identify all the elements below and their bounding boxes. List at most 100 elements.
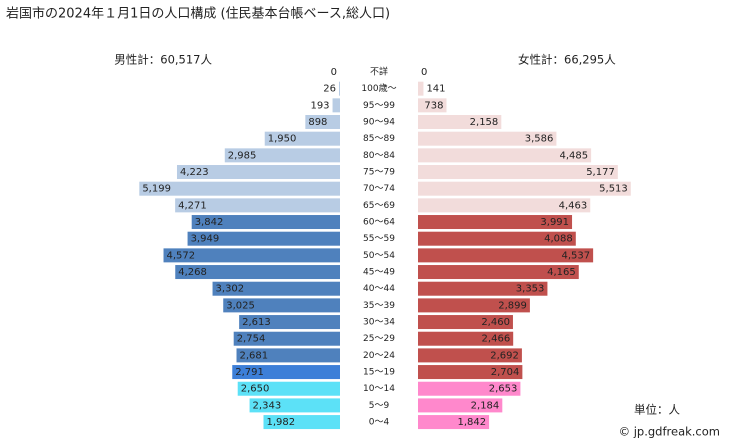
age-label: 50～54 bbox=[363, 251, 395, 261]
value-label: 1,982 bbox=[266, 417, 295, 428]
female-bar bbox=[418, 281, 548, 296]
female-bar bbox=[418, 231, 576, 246]
age-label: 不詳 bbox=[370, 66, 388, 78]
male-bar bbox=[239, 315, 340, 330]
age-label: 35～39 bbox=[363, 301, 395, 311]
female-bar bbox=[418, 348, 522, 363]
male-bar bbox=[305, 115, 340, 130]
value-label: 4,165 bbox=[547, 267, 576, 278]
male-bar bbox=[338, 81, 340, 96]
value-label: 2,754 bbox=[237, 334, 266, 345]
value-label: 2,653 bbox=[489, 384, 518, 395]
value-label: 2,704 bbox=[491, 367, 520, 378]
value-label: 3,302 bbox=[216, 284, 245, 295]
female-bar bbox=[418, 415, 490, 430]
source-label: © jp.gdfreak.com bbox=[619, 425, 720, 439]
age-label: 5～9 bbox=[369, 401, 390, 411]
female-bar bbox=[418, 315, 513, 330]
male-bar bbox=[249, 398, 340, 413]
value-label: 2,681 bbox=[240, 350, 269, 361]
male-bar bbox=[163, 248, 340, 263]
age-label: 60～64 bbox=[363, 218, 395, 228]
value-label: 3,025 bbox=[226, 300, 255, 311]
male-bar bbox=[176, 165, 340, 180]
value-label: 2,184 bbox=[471, 400, 500, 411]
male-bar bbox=[224, 148, 340, 163]
male-bar bbox=[233, 331, 340, 346]
age-label: 10～14 bbox=[363, 384, 395, 394]
male-bar bbox=[191, 215, 340, 230]
value-label: 898 bbox=[308, 117, 327, 128]
female-bar bbox=[418, 165, 618, 180]
value-label: 1,950 bbox=[268, 134, 297, 145]
value-label: 3,586 bbox=[525, 134, 554, 145]
female-bar bbox=[418, 365, 523, 380]
value-label: 2,899 bbox=[498, 300, 527, 311]
chart-title: 岩国市の2024年１月1日の人口構成 (住民基本台帳ベース,総人口) bbox=[6, 6, 390, 22]
value-label: 4,268 bbox=[178, 267, 207, 278]
age-label: 65～69 bbox=[363, 201, 395, 211]
male-bar bbox=[236, 348, 340, 363]
value-label: 3,842 bbox=[195, 217, 224, 228]
male-bar bbox=[175, 265, 340, 280]
female-bar bbox=[418, 131, 557, 146]
age-label: 85～89 bbox=[363, 134, 395, 144]
age-label: 70～74 bbox=[363, 184, 395, 194]
female-bar bbox=[418, 215, 573, 230]
male-bar bbox=[332, 98, 340, 113]
male-bar bbox=[232, 365, 340, 380]
value-label: 141 bbox=[426, 84, 445, 95]
female-bar bbox=[418, 181, 631, 196]
value-label: 3,353 bbox=[516, 284, 545, 295]
age-label: 15～19 bbox=[363, 368, 395, 378]
age-label: 0～4 bbox=[369, 418, 390, 428]
female-total: 女性計：66,295人 bbox=[518, 53, 616, 67]
male-bar bbox=[223, 298, 340, 313]
value-label: 4,572 bbox=[167, 250, 196, 261]
value-label: 2,343 bbox=[253, 400, 282, 411]
male-bar bbox=[139, 181, 340, 196]
value-label: 4,463 bbox=[559, 200, 588, 211]
male-bar bbox=[187, 231, 340, 246]
female-bar bbox=[418, 98, 447, 113]
value-label: 2,692 bbox=[490, 350, 519, 361]
value-label: 5,199 bbox=[142, 184, 171, 195]
value-label: 4,485 bbox=[559, 150, 588, 161]
age-label: 100歳～ bbox=[361, 82, 396, 94]
age-label: 30～34 bbox=[363, 318, 395, 328]
value-label: 2,613 bbox=[242, 317, 271, 328]
value-label: 2,791 bbox=[235, 367, 264, 378]
value-label: 2,158 bbox=[470, 117, 499, 128]
female-bar bbox=[418, 298, 530, 313]
value-label: 0 bbox=[421, 67, 427, 78]
male-bar bbox=[212, 281, 340, 296]
unit-label: 単位：人 bbox=[634, 403, 680, 417]
female-bar bbox=[418, 381, 521, 396]
value-label: 3,991 bbox=[540, 217, 569, 228]
value-label: 26 bbox=[323, 84, 336, 95]
female-bar bbox=[418, 248, 594, 263]
male-bar bbox=[175, 198, 340, 213]
age-label: 90～94 bbox=[363, 118, 395, 128]
age-label: 55～59 bbox=[363, 234, 395, 244]
value-label: 5,513 bbox=[599, 184, 628, 195]
male-total: 男性計：60,517人 bbox=[114, 53, 212, 67]
male-bar bbox=[237, 381, 340, 396]
female-bar bbox=[418, 115, 502, 130]
female-bar bbox=[418, 398, 503, 413]
value-label: 2,985 bbox=[228, 150, 257, 161]
age-label: 75～79 bbox=[363, 168, 395, 178]
value-label: 193 bbox=[310, 100, 329, 111]
female-bar bbox=[418, 198, 591, 213]
value-label: 738 bbox=[424, 100, 443, 111]
female-bar bbox=[418, 81, 424, 96]
value-label: 0 bbox=[331, 67, 337, 78]
age-label: 80～84 bbox=[363, 151, 395, 161]
value-label: 3,949 bbox=[191, 234, 220, 245]
age-label: 25～29 bbox=[363, 334, 395, 344]
age-label: 95～99 bbox=[363, 101, 395, 111]
female-bar bbox=[418, 331, 514, 346]
female-bar bbox=[418, 148, 592, 163]
age-label: 40～44 bbox=[363, 284, 395, 294]
